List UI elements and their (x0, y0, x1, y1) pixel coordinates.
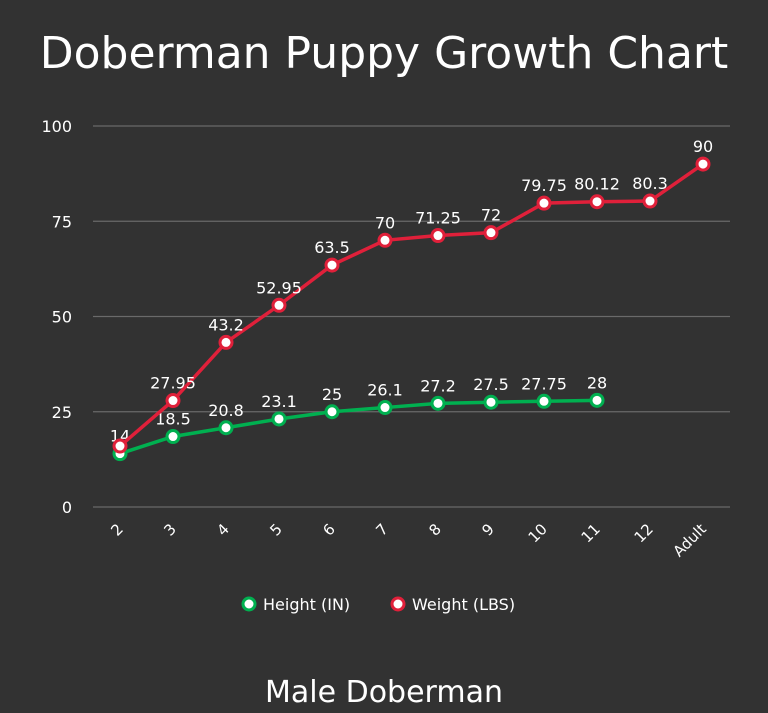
data-point (271, 297, 287, 313)
data-point (536, 195, 552, 211)
data-label: 27.95 (150, 374, 196, 393)
data-label: 43.2 (208, 315, 244, 334)
y-tick-label: 0 (62, 498, 72, 517)
data-label: 27.75 (521, 374, 567, 393)
data-label: 70 (375, 213, 395, 232)
data-point (589, 392, 605, 408)
legend-label: Height (IN) (263, 595, 350, 614)
data-label: 18.5 (155, 410, 191, 429)
x-tick-label: Adult (669, 520, 709, 560)
data-point (377, 232, 393, 248)
series-line (119, 398, 598, 456)
legend-marker (241, 596, 257, 612)
data-point (695, 156, 711, 172)
x-tick-label: 8 (425, 520, 444, 539)
data-point (483, 225, 499, 241)
y-tick-label: 25 (52, 403, 72, 422)
x-tick-label: 3 (160, 520, 179, 539)
x-tick-label: 7 (372, 520, 391, 539)
data-label: 90 (693, 137, 713, 156)
legend-label: Weight (LBS) (412, 595, 515, 614)
data-label: 71.25 (415, 209, 461, 228)
x-tick-label: 10 (525, 520, 551, 546)
chart-subtitle: Male Doberman (265, 675, 503, 710)
data-label: 27.2 (420, 376, 456, 395)
x-tick-label: 11 (578, 520, 604, 546)
x-tick-label: 6 (319, 520, 338, 539)
data-label: 23.1 (261, 392, 297, 411)
data-point (218, 420, 234, 436)
data-point (324, 257, 340, 273)
series-line (118, 162, 705, 448)
data-label: 28 (587, 373, 607, 392)
data-label: 25 (322, 385, 342, 404)
y-tick-label: 50 (52, 308, 72, 327)
data-label: 72 (481, 206, 501, 225)
data-point (642, 193, 658, 209)
data-point (430, 395, 446, 411)
data-label: 80.3 (632, 174, 668, 193)
x-tick-label: 9 (478, 520, 497, 539)
y-tick-label: 75 (52, 212, 72, 231)
data-label: 63.5 (314, 238, 350, 257)
data-label: 26.1 (367, 381, 403, 400)
legend-marker (390, 596, 406, 612)
chart-title: Doberman Puppy Growth Chart (39, 28, 729, 79)
x-tick-label: 2 (107, 520, 126, 539)
x-tick-label: 4 (213, 520, 232, 539)
x-tick-label: 12 (631, 520, 657, 546)
data-point (165, 393, 181, 409)
data-point (324, 404, 340, 420)
data-point (165, 429, 181, 445)
data-label: 27.5 (473, 375, 509, 394)
data-point (218, 334, 234, 350)
data-label: 52.95 (256, 278, 302, 297)
data-label: 20.8 (208, 401, 244, 420)
y-tick-label: 100 (41, 117, 72, 136)
data-point (589, 194, 605, 210)
data-point (271, 411, 287, 427)
data-label: 79.75 (521, 176, 567, 195)
x-tick-label: 5 (266, 520, 285, 539)
data-label: 80.12 (574, 175, 620, 194)
data-point (112, 438, 128, 454)
data-point (430, 228, 446, 244)
data-point (536, 393, 552, 409)
data-point (377, 400, 393, 416)
data-point (483, 394, 499, 410)
